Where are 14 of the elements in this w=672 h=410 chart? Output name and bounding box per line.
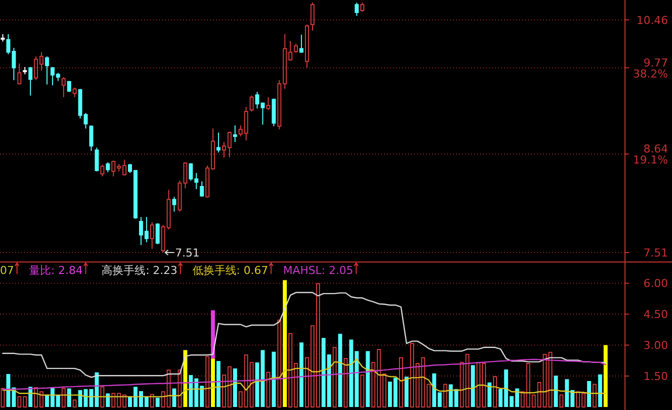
annotation: 量比: 2.84 — [29, 264, 83, 277]
y-tick-label: 10.46 — [636, 14, 668, 27]
text: 低换手线: 0.67 — [192, 264, 268, 277]
y-tick-label: 4.50 — [644, 308, 668, 322]
y-tick-label: 7.51 — [644, 246, 668, 260]
text: MAHSL: 2.05 — [283, 264, 354, 277]
y-tick-label: 9.77 38.2% — [633, 56, 668, 80]
y-tick-label: 3.00 — [644, 339, 668, 352]
y-tick-label: 1.50 — [644, 370, 668, 384]
y-tick-label: 6.00 — [644, 277, 668, 290]
annotation: 7.51 — [175, 246, 200, 260]
annotation: 07 — [0, 264, 14, 277]
y-tick-label: 8.64 19.1% — [633, 142, 668, 167]
text: 高换手线: 2.23 — [102, 264, 178, 277]
